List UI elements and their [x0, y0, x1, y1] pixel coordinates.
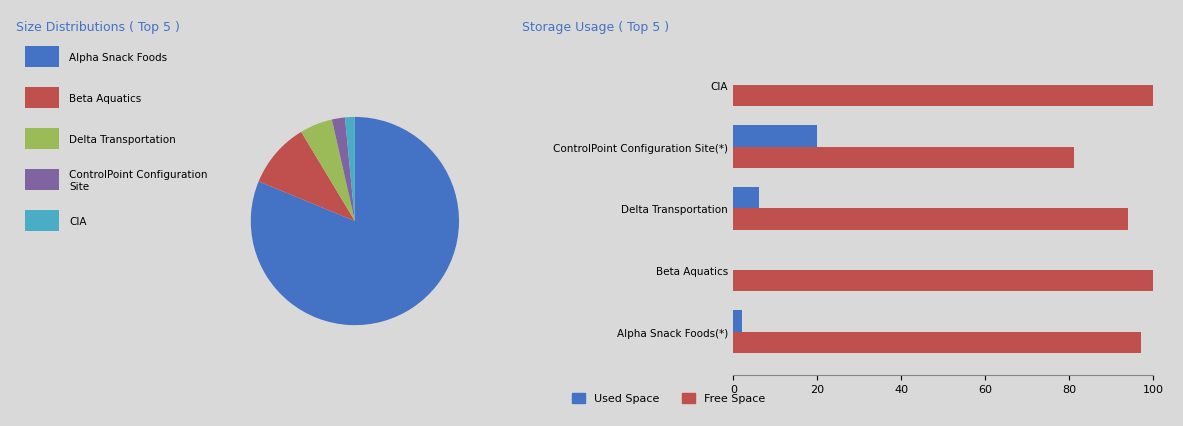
Text: Beta Aquatics: Beta Aquatics: [69, 93, 141, 104]
Legend: Used Space, Free Space: Used Space, Free Space: [568, 388, 770, 408]
FancyBboxPatch shape: [25, 47, 59, 68]
Bar: [733, 209, 1129, 230]
Wedge shape: [259, 132, 355, 222]
FancyBboxPatch shape: [25, 170, 59, 190]
Wedge shape: [302, 120, 355, 222]
Text: Delta Transportation: Delta Transportation: [69, 134, 176, 144]
Wedge shape: [332, 118, 355, 222]
Wedge shape: [251, 118, 459, 325]
Text: Size Distributions ( Top 5 ): Size Distributions ( Top 5 ): [15, 21, 180, 34]
FancyBboxPatch shape: [25, 88, 59, 109]
Bar: [733, 86, 1153, 107]
FancyBboxPatch shape: [25, 129, 59, 150]
Bar: [733, 332, 1140, 353]
Text: CIA: CIA: [69, 216, 86, 226]
Text: ControlPoint Configuration
Site: ControlPoint Configuration Site: [69, 170, 207, 191]
Bar: [733, 187, 758, 209]
Bar: [733, 310, 742, 332]
Wedge shape: [345, 118, 355, 222]
Text: Storage Usage ( Top 5 ): Storage Usage ( Top 5 ): [522, 21, 670, 34]
Text: Alpha Snack Foods: Alpha Snack Foods: [69, 52, 167, 63]
Bar: [733, 126, 817, 147]
Bar: [733, 147, 1074, 169]
Bar: [733, 270, 1153, 292]
FancyBboxPatch shape: [25, 211, 59, 231]
